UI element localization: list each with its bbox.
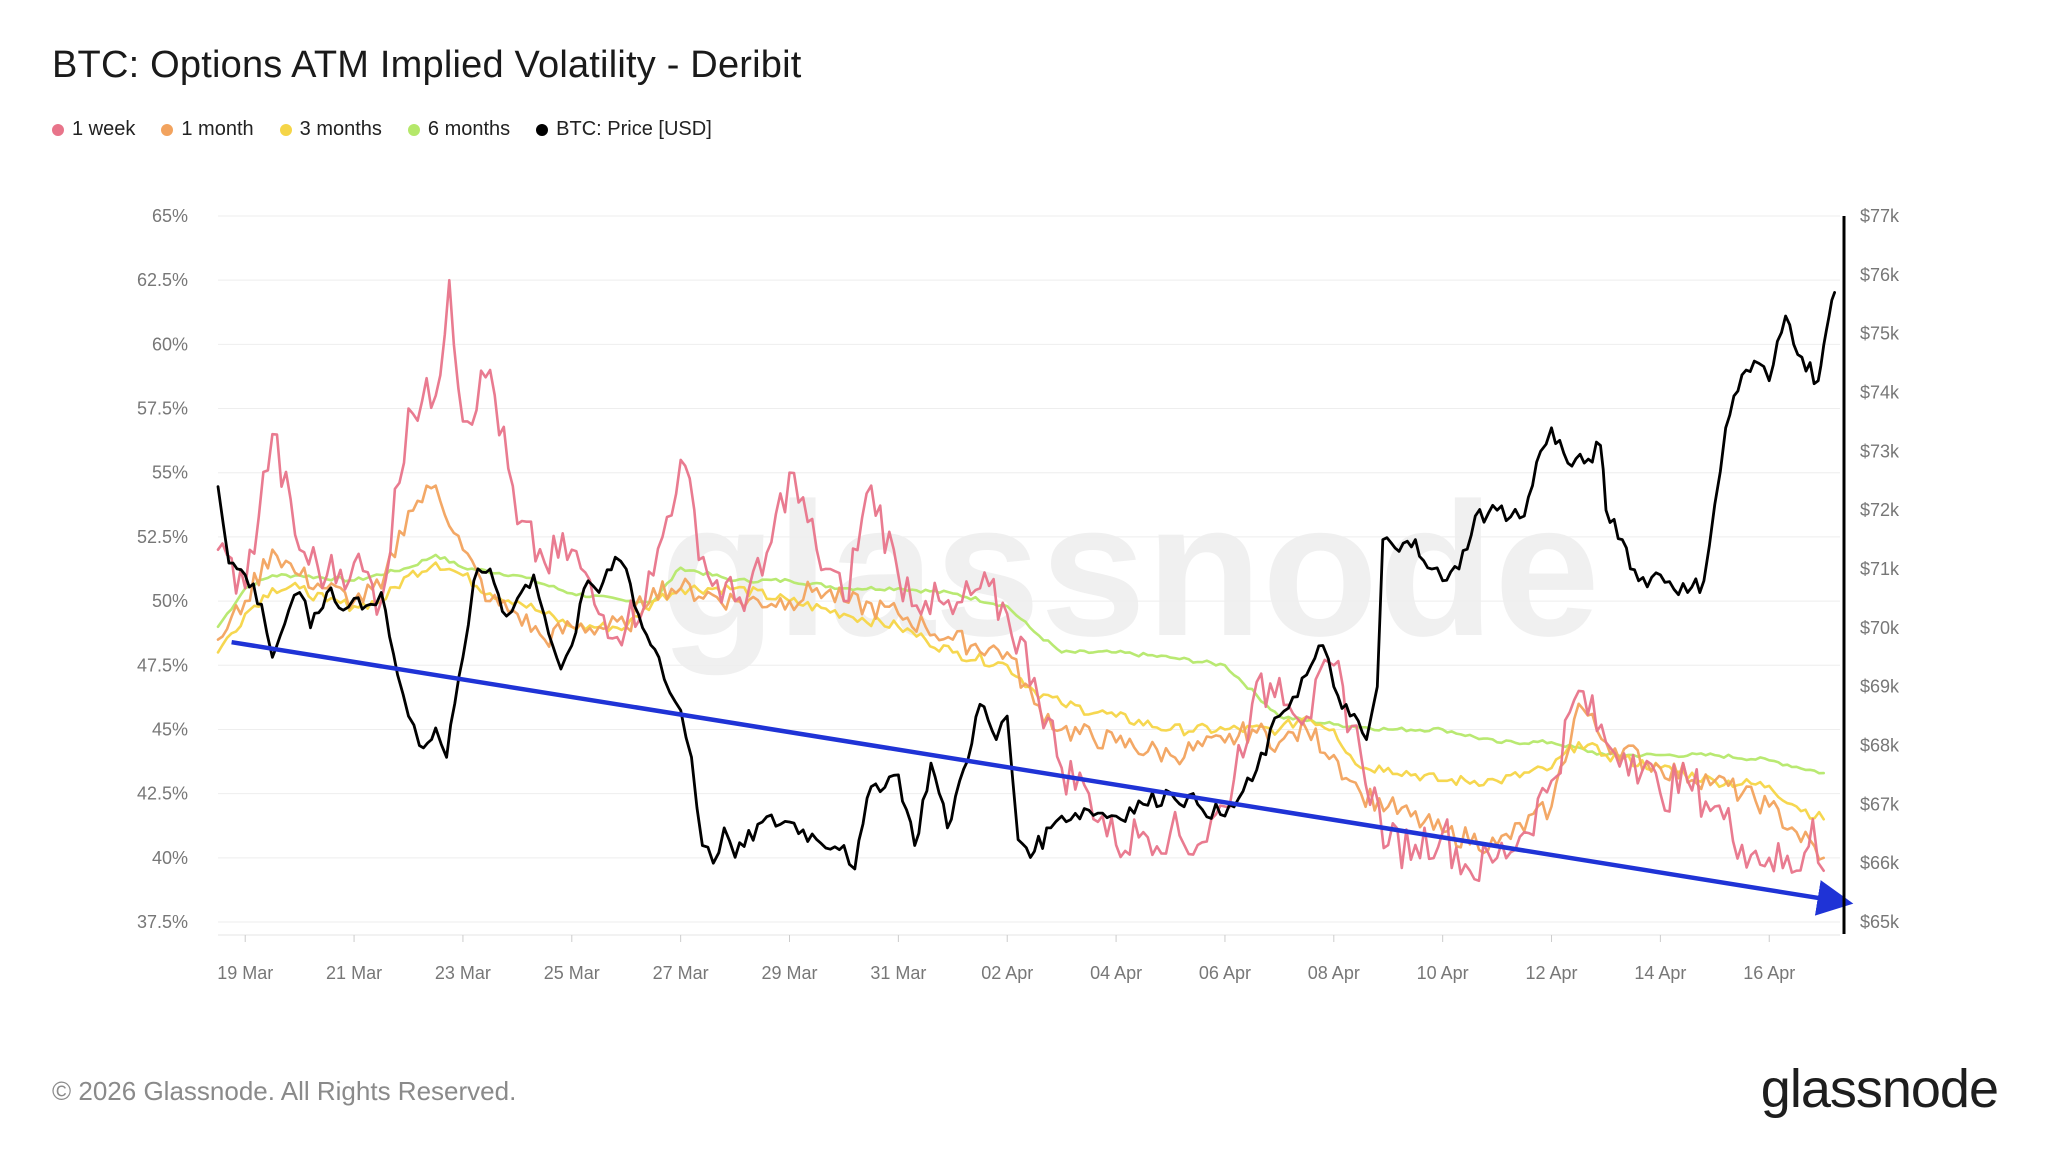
left-axis-tick-label: 62.5% [137, 270, 188, 290]
chart-annotations [231, 639, 1854, 916]
x-axis-tick-label: 25 Mar [544, 963, 600, 983]
chart-series [216, 278, 1836, 883]
right-axis-tick-label: $75k [1860, 324, 1900, 344]
right-axis-tick-label: $69k [1860, 677, 1900, 697]
x-axis-tick-label: 21 Mar [326, 963, 382, 983]
legend-label-btc-price: BTC: Price [USD] [556, 118, 712, 140]
left-axis-tick-label: 40% [152, 848, 188, 868]
x-axis-tick-label: 04 Apr [1090, 963, 1142, 983]
legend-item-1-week[interactable]: 1 week [52, 118, 135, 141]
legend-item-3-months[interactable]: 3 months [279, 118, 382, 141]
chart-title: BTC: Options ATM Implied Volatility - De… [52, 44, 802, 86]
footer-copyright: © 2026 Glassnode. All Rights Reserved. [52, 1076, 517, 1106]
x-axis-tick-label: 31 Mar [870, 963, 926, 983]
legend-dot-1-week [52, 123, 64, 136]
right-axis-tick-label: $65k [1860, 912, 1900, 932]
left-axis-tick-label: 37.5% [137, 912, 188, 932]
x-axis-tick-label: 16 Apr [1743, 963, 1795, 983]
series-line-1-week [216, 278, 1825, 883]
right-axis-tick-label: $77k [1860, 206, 1900, 226]
x-axis-tick-label: 14 Apr [1634, 963, 1686, 983]
legend-item-1-month[interactable]: 1 month [161, 118, 254, 141]
left-y-axis: 37.5% 40% 42.5% 45% 47.5% 50% 52.5% 55% 57.5% 60%… [137, 206, 188, 932]
left-axis-tick-label: 57.5% [137, 399, 188, 419]
right-axis-tick-label: $67k [1860, 794, 1900, 814]
x-axis-tick-label: 27 Mar [653, 963, 709, 983]
left-axis-tick-label: 45% [152, 719, 188, 739]
watermark-text: glassnode [660, 464, 1600, 676]
legend-item-btc-price[interactable]: BTC: Price [USD] [536, 118, 712, 141]
x-axis-tick-label: 10 Apr [1417, 963, 1469, 983]
x-axis: 19 Mar 21 Mar 23 Mar 25 Mar 27 Mar 29 Mar 31 M… [217, 934, 1840, 983]
legend-label-1-month: 1 month [181, 118, 254, 140]
legend-label-3-months: 3 months [299, 118, 382, 140]
trend-arrow-annotation [231, 639, 1854, 916]
right-axis-tick-label: $72k [1860, 500, 1900, 520]
left-axis-tick-label: 55% [152, 463, 188, 483]
left-axis-tick-label: 50% [152, 591, 188, 611]
x-axis-tick-label: 12 Apr [1526, 963, 1578, 983]
x-axis-tick-label: 08 Apr [1308, 963, 1360, 983]
left-axis-tick-label: 52.5% [137, 527, 188, 547]
glassnode-logo: glassnode [1760, 1059, 1999, 1119]
right-y-axis: $65k $66k $67k $68k $69k $70k $71k $72k $73k $74k… [1842, 206, 1900, 934]
right-axis-tick-label: $68k [1860, 736, 1900, 756]
x-axis-tick-label: 06 Apr [1199, 963, 1251, 983]
x-axis-tick-label: 29 Mar [761, 963, 817, 983]
legend-dot-6-months [407, 123, 420, 136]
series-line-btc-price-usd [216, 291, 1836, 871]
right-axis-tick-label: $74k [1860, 383, 1900, 403]
right-axis-tick-label: $66k [1860, 853, 1900, 873]
left-axis-tick-label: 42.5% [137, 784, 188, 804]
right-axis-tick-label: $73k [1860, 441, 1900, 461]
series-line-6-months [216, 553, 1825, 775]
legend-label-6-months: 6 months [427, 118, 511, 140]
legend-item-6-months[interactable]: 6 months [407, 118, 511, 141]
right-axis-tick-label: $71k [1860, 559, 1900, 579]
chart-legend: 1 week 1 month 3 months 6 months BTC: Pr… [52, 118, 712, 141]
x-axis-tick-label: 02 Apr [981, 963, 1033, 983]
right-axis-tick-label: $70k [1860, 618, 1900, 638]
series-line-1-month [216, 484, 1825, 861]
legend-label-1-week: 1 week [72, 118, 136, 140]
right-axis-tick-label: $76k [1860, 265, 1900, 285]
legend-dot-3-months [279, 123, 292, 136]
series-line-3-months [216, 561, 1825, 821]
left-axis-tick-label: 47.5% [137, 655, 188, 675]
legend-dot-1-month [161, 123, 174, 136]
x-axis-tick-label: 23 Mar [435, 963, 491, 983]
x-axis-tick-label: 19 Mar [217, 963, 273, 983]
left-axis-tick-label: 60% [152, 334, 188, 354]
legend-dot-btc-price [536, 123, 549, 136]
left-axis-tick-label: 65% [152, 206, 188, 226]
